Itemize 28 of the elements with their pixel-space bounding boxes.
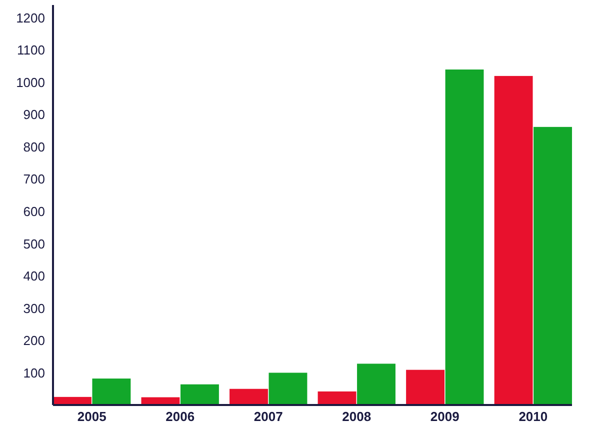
x-tick-label: 2005 xyxy=(77,409,106,424)
y-tick-label: 400 xyxy=(23,268,45,284)
y-tick-label: 200 xyxy=(23,333,45,348)
bar xyxy=(92,378,131,405)
bar xyxy=(445,70,484,405)
bar xyxy=(357,364,396,405)
x-tick-label: 2010 xyxy=(518,409,548,424)
y-tick-label: 100 xyxy=(23,365,45,380)
bar xyxy=(406,370,445,405)
bar xyxy=(318,391,356,405)
y-tick-label: 700 xyxy=(23,172,45,187)
y-tick-label: 900 xyxy=(23,107,45,122)
y-tick-label: 1200 xyxy=(16,10,45,26)
x-tick-label: 2007 xyxy=(254,409,283,424)
bar xyxy=(230,388,268,405)
y-tick-label: 300 xyxy=(23,300,45,316)
bar xyxy=(180,384,219,405)
y-tick-label: 1000 xyxy=(16,74,45,90)
x-tick-label: 2009 xyxy=(430,409,460,424)
bar xyxy=(534,126,572,405)
bar xyxy=(268,372,308,405)
bar xyxy=(494,76,533,405)
y-tick-label: 600 xyxy=(23,204,45,219)
y-tick-label: 1100 xyxy=(17,42,45,58)
x-tick-label: 2006 xyxy=(166,409,195,424)
y-tick-label: 800 xyxy=(23,139,45,154)
x-tick-label: 2008 xyxy=(342,409,372,424)
y-tick-label: 500 xyxy=(23,236,45,252)
